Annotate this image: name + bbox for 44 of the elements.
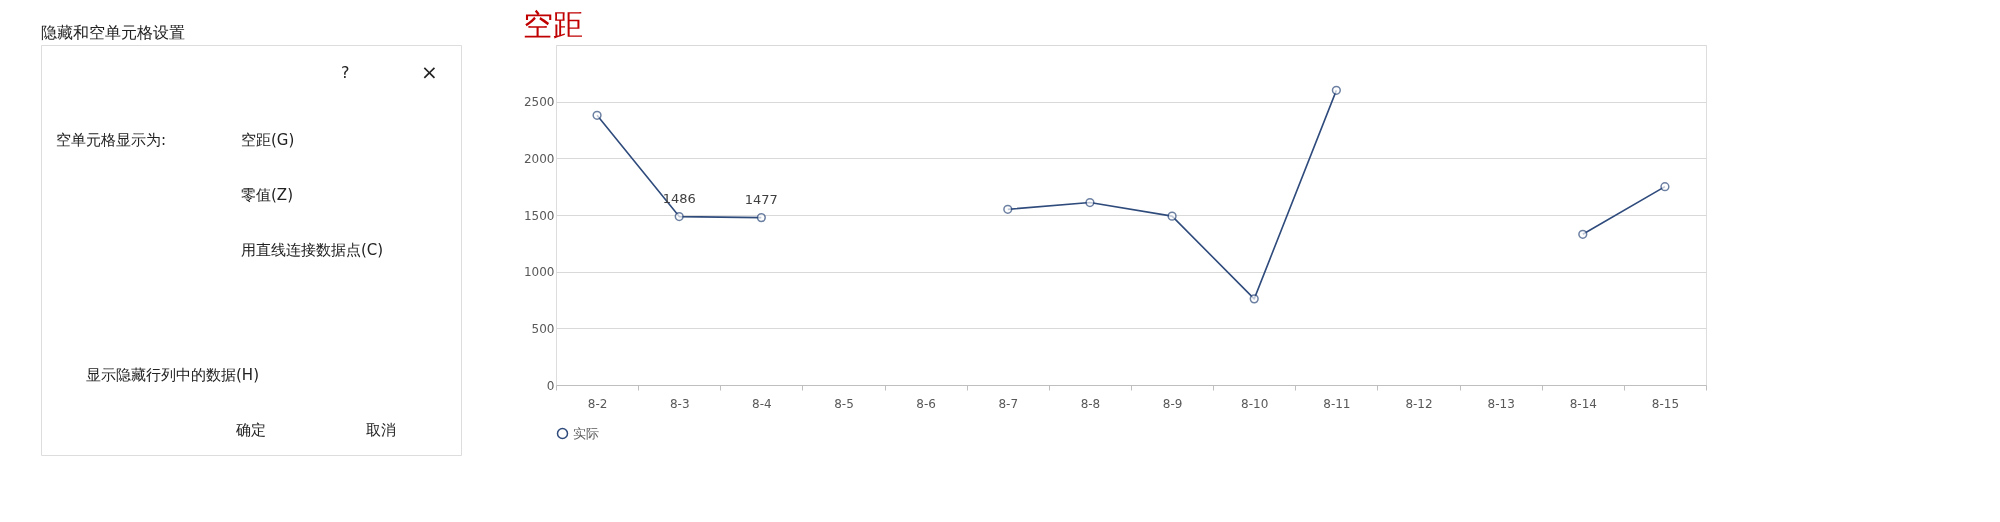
text: 确定 [235,421,266,439]
point [1331,85,1341,95]
text: ? [341,63,350,82]
x-tick-label: 8-11 [1323,396,1351,411]
point [1003,204,1013,214]
y-tick-label: 2000 [523,151,555,166]
text: 零值(Z) [241,186,293,204]
x-tick-label: 8-2 [587,396,608,411]
y-tick-label: 500 [531,321,555,336]
y-tick-label: 0 [546,378,555,393]
x-tick-label: 8-14 [1569,396,1597,411]
text: 取消 [366,421,396,439]
point [1660,182,1670,192]
point [1249,294,1259,304]
x-tick-label: 8-10 [1241,396,1269,411]
x-tick-label: 8-3 [669,396,690,411]
text: 显示隐藏行列中的数据(H) [86,366,259,384]
point [1085,197,1095,208]
point [1167,211,1177,221]
point [592,110,602,120]
text: 空单元格显示为: [56,131,167,149]
x-tick-label: 8-8 [1080,396,1101,411]
point [756,212,766,223]
y-tick-label: 1500 [523,208,555,223]
text: × [421,60,438,84]
x-tick-label: 8-4 [752,396,772,411]
x-tick-label: 8-13 [1487,396,1515,411]
x-tick-label: 8-12 [1405,396,1433,411]
x-tick-label: 8-5 [834,396,854,411]
y-tick-label: 2500 [523,95,555,110]
chart-title: 空距 [523,7,584,42]
x-tick-label: 8-6 [916,396,936,411]
legend-label: 实际 [573,425,599,441]
x-tick-label: 8-7 [998,396,1019,411]
x-tick-label: 8-9 [1162,396,1183,411]
text: 用直线连接数据点(C) [241,241,384,259]
point [674,211,684,222]
data-label: 1477 [744,191,778,207]
point [1578,229,1588,239]
x-tick-label: 8-15 [1651,396,1680,411]
text: 隐藏和空单元格设置 [41,23,185,42]
y-tick-label: 1000 [523,265,555,280]
data-label: 1486 [662,190,696,206]
text: 空距(G) [241,131,295,149]
